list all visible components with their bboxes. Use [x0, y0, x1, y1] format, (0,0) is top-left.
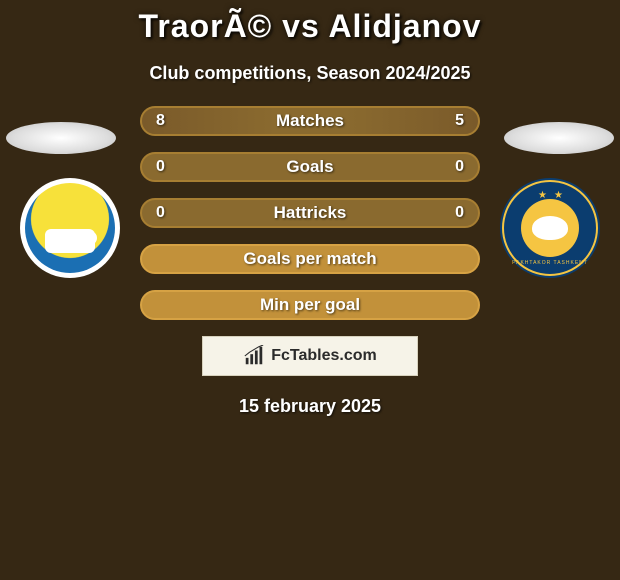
stat-label: Hattricks — [274, 203, 347, 223]
player-silhouette-right — [504, 122, 614, 154]
stat-label: Goals — [286, 157, 333, 177]
bar-chart-icon — [243, 345, 265, 367]
stat-row-goals-per-match: Goals per match — [140, 244, 480, 274]
stat-right-value: 0 — [455, 204, 464, 222]
stat-row-hattricks: 0 Hattricks 0 — [140, 198, 480, 228]
stat-left-value: 8 — [156, 112, 165, 130]
stat-right-value: 5 — [455, 112, 464, 130]
brand-badge[interactable]: FcTables.com — [202, 336, 418, 376]
stat-row-matches: 8 Matches 5 — [140, 106, 480, 136]
subtitle: Club competitions, Season 2024/2025 — [0, 63, 620, 84]
stat-row-min-per-goal: Min per goal — [140, 290, 480, 320]
club-crest-left — [20, 178, 120, 278]
crest-right-label: PAKHTAKOR TASHKENT — [506, 260, 594, 266]
page-title: TraorÃ© vs Alidjanov — [0, 0, 620, 45]
stat-left-value: 0 — [156, 204, 165, 222]
club-crest-right: ★ ★ PAKHTAKOR TASHKENT — [500, 178, 600, 278]
date-label: 15 february 2025 — [0, 396, 620, 417]
infographic-card: TraorÃ© vs Alidjanov Club competitions, … — [0, 0, 620, 580]
stat-label: Min per goal — [260, 295, 360, 315]
stat-right-value: 0 — [455, 158, 464, 176]
stat-label: Matches — [276, 111, 344, 131]
stat-left-value: 0 — [156, 158, 165, 176]
stat-row-goals: 0 Goals 0 — [140, 152, 480, 182]
stat-label: Goals per match — [243, 249, 376, 269]
brand-name: FcTables.com — [271, 347, 377, 365]
player-silhouette-left — [6, 122, 116, 154]
